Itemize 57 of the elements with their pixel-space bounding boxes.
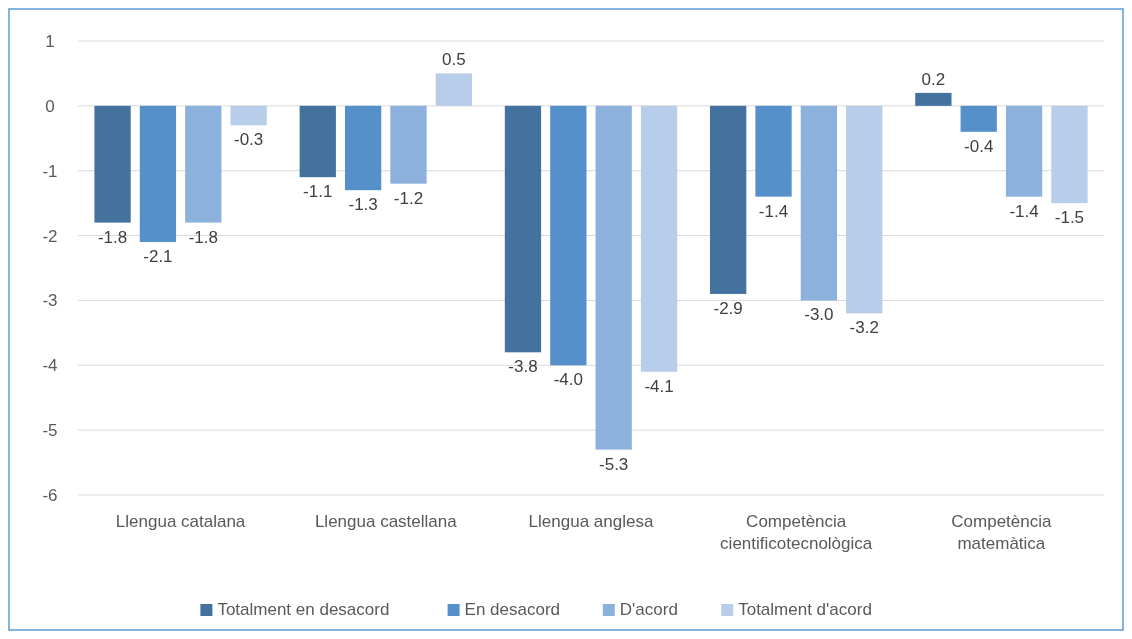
legend-label: Totalment en desacord bbox=[217, 600, 390, 619]
data-label: -4.1 bbox=[644, 376, 674, 396]
data-label: -3.0 bbox=[804, 305, 834, 325]
y-tick-label: 1 bbox=[45, 31, 55, 51]
legend-label: Totalment d'acord bbox=[738, 600, 872, 619]
data-label: -0.4 bbox=[964, 136, 994, 156]
data-label: -1.8 bbox=[188, 227, 218, 247]
bar bbox=[1051, 105, 1088, 204]
data-label: -3.8 bbox=[508, 357, 538, 377]
x-tick-label: Llengua catalana bbox=[115, 512, 246, 531]
data-label: -5.3 bbox=[599, 454, 629, 474]
bar bbox=[299, 105, 336, 178]
bar bbox=[800, 105, 838, 301]
data-label: -3.2 bbox=[849, 318, 879, 338]
y-tick-label: -6 bbox=[42, 485, 58, 505]
bar bbox=[915, 92, 952, 106]
legend-label: En desacord bbox=[464, 600, 561, 619]
y-tick-label: 0 bbox=[45, 96, 55, 116]
bar bbox=[390, 105, 427, 184]
data-label: -1.5 bbox=[1054, 208, 1085, 228]
bar bbox=[344, 105, 382, 191]
y-tick-label: -3 bbox=[42, 291, 58, 311]
data-label: -1.2 bbox=[393, 188, 424, 208]
y-tick-label: -1 bbox=[42, 161, 58, 181]
data-label: -0.3 bbox=[233, 130, 264, 150]
y-tick-label: -5 bbox=[42, 421, 58, 441]
data-label: -1.8 bbox=[97, 227, 128, 247]
legend-label: D'acord bbox=[619, 600, 678, 619]
x-tick-label: Competència cientificotecnològica bbox=[720, 512, 873, 553]
bar bbox=[1005, 105, 1043, 197]
bar bbox=[595, 105, 632, 450]
y-tick-label: -4 bbox=[42, 356, 58, 376]
bar bbox=[185, 105, 222, 223]
bar bbox=[139, 105, 177, 243]
y-tick-label: -2 bbox=[42, 226, 58, 246]
data-label: -2.9 bbox=[713, 298, 743, 318]
data-label: -2.1 bbox=[143, 247, 173, 267]
x-tick-label: Competència matemàtica bbox=[951, 512, 1053, 553]
data-label: -1.3 bbox=[348, 195, 378, 215]
data-label: -1.4 bbox=[1009, 201, 1039, 221]
bar bbox=[960, 105, 997, 132]
bar bbox=[550, 105, 587, 366]
x-tick-label: Llengua anglesa bbox=[528, 512, 654, 531]
data-label: 0.2 bbox=[921, 69, 946, 89]
data-label: -1.4 bbox=[758, 201, 789, 221]
bar bbox=[640, 105, 678, 372]
bar bbox=[230, 105, 267, 126]
bar bbox=[710, 105, 747, 294]
x-tick-label: Llengua castellana bbox=[314, 512, 458, 531]
bar bbox=[755, 105, 792, 197]
bar bbox=[94, 105, 131, 223]
data-label: -4.0 bbox=[553, 370, 583, 390]
bar bbox=[435, 73, 472, 106]
data-label: 0.5 bbox=[442, 50, 466, 70]
bar bbox=[846, 105, 883, 314]
data-label: -1.1 bbox=[303, 182, 333, 202]
bar bbox=[504, 105, 542, 353]
